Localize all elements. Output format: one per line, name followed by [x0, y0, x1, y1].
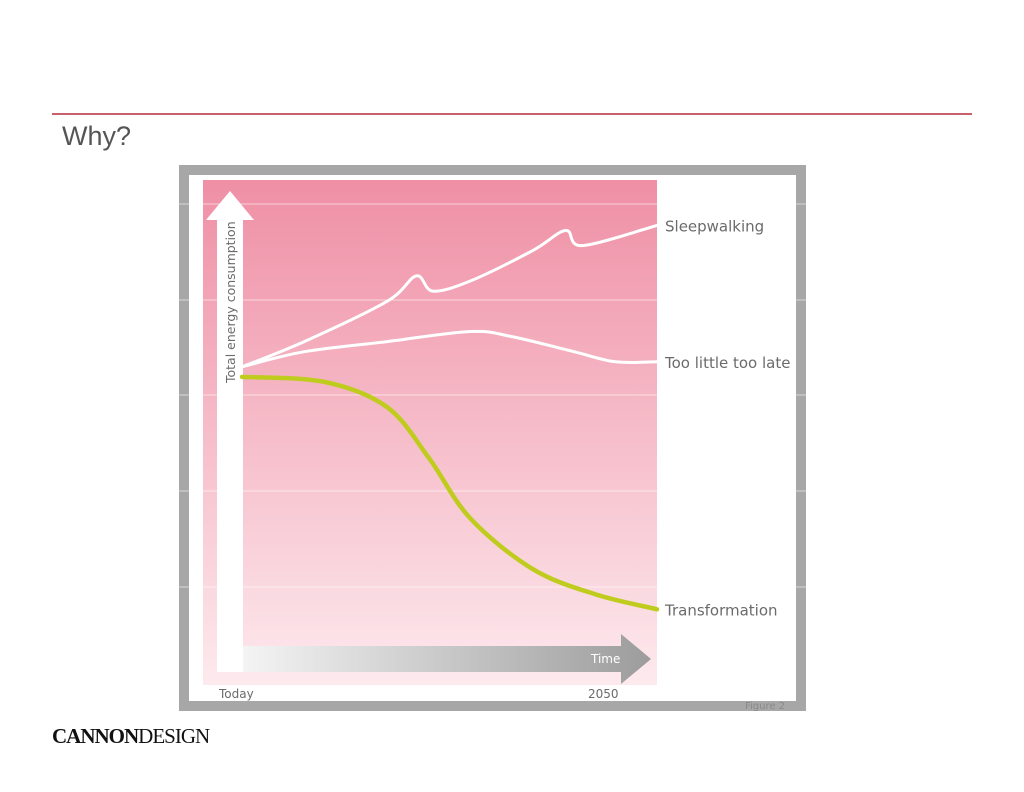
series-label-transformation: Transformation: [664, 601, 778, 619]
logo-part-design: DESIGN: [138, 724, 210, 748]
figure-footnote: Figure 2: [745, 701, 785, 711]
time-arrow: [243, 634, 651, 684]
title-rule: [52, 113, 972, 115]
series-label-too-little-too-late: Too little too late: [664, 354, 790, 372]
series-line-too-little-too-late: [240, 329, 659, 369]
cannondesign-logo: CANNONDESIGN: [52, 724, 210, 749]
series-layer: [239, 223, 660, 612]
gridlines: [179, 203, 806, 588]
plot-background: [203, 180, 657, 685]
energy-chart: Total energy consumption Time Today 2050…: [179, 165, 806, 712]
chart-svg: Total energy consumption Time Today 2050…: [179, 165, 806, 712]
series-labels: Sleepwalking Too little too late Transform…: [664, 217, 790, 619]
slide-title: Why?: [62, 121, 132, 151]
series-label-sleepwalking: Sleepwalking: [665, 217, 764, 235]
series-line-transformation: [239, 374, 660, 612]
series-line-sleepwalking: [240, 223, 659, 369]
y-axis-arrow: [206, 191, 254, 672]
y-axis-label: Total energy consumption: [223, 221, 238, 384]
x-axis-label: Time: [590, 652, 620, 666]
logo-part-cannon: CANNON: [52, 724, 139, 748]
x-tick-label-2050: 2050: [588, 687, 619, 701]
x-tick-label-today: Today: [218, 687, 254, 701]
